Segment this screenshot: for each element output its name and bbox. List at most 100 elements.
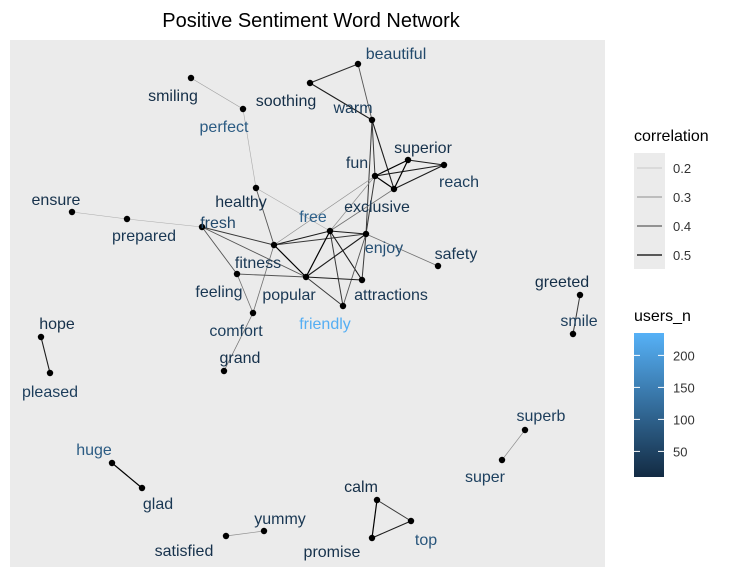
correlation-key-label: 0.2: [673, 161, 691, 176]
chart-title: Positive Sentiment Word Network: [162, 10, 461, 32]
users-n-key-label: 200: [673, 348, 695, 363]
edge-feeling-comfort: [236, 273, 254, 314]
node-top: [407, 517, 415, 525]
node-superior: [404, 156, 412, 164]
edge-fitness-free: [273, 230, 331, 246]
node-fitness: [270, 241, 278, 249]
correlation-legend-items: 0.2 0.3 0.4 0.5: [637, 161, 691, 263]
node-label-comfort: comfort: [209, 323, 263, 340]
node-label-yummy: yummy: [254, 511, 306, 528]
node-label-feeling: feeling: [195, 284, 242, 301]
correlation-legend: correlation 0.2 0.3 0.4 0.5: [634, 128, 709, 269]
edge-superior-reach: [407, 159, 445, 166]
edge-popular-friendly: [305, 276, 344, 307]
users-n-legend: users_n 50 100 150 200: [634, 308, 695, 477]
node-label-smiling: smiling: [148, 88, 198, 105]
node-calm: [373, 496, 381, 504]
edge-perfect-healthy: [242, 108, 257, 189]
node-label-superior: superior: [394, 140, 452, 157]
node-warm: [368, 116, 376, 124]
node-label-top: top: [415, 532, 437, 549]
edge-superb-super: [501, 429, 526, 461]
node-label-friendly: friendly: [299, 316, 351, 333]
node-label-ensure: ensure: [32, 192, 81, 209]
edge-fitness-comfort: [252, 244, 275, 314]
edge-hope-pleased: [40, 336, 51, 374]
edge-soothing-beautiful: [309, 63, 359, 84]
node-label-safety: safety: [435, 246, 478, 263]
edge-warm-fun: [371, 119, 376, 177]
users-n-legend-title: users_n: [634, 308, 691, 325]
node-prepared: [123, 215, 131, 223]
node-superb: [521, 426, 529, 434]
node-feeling: [233, 270, 241, 278]
node-label-attractions: attractions: [354, 287, 428, 304]
labels-layer: beautiful smiling soothing warm perfect super…: [22, 46, 598, 561]
edge-healthy-fitness: [255, 187, 275, 246]
node-label-exclusive: exclusive: [344, 199, 410, 216]
edge-beautiful-warm: [357, 63, 373, 121]
edge-free-enjoy: [329, 230, 367, 235]
edge-free-friendly: [329, 230, 344, 307]
node-friendly: [339, 302, 347, 310]
edge-fresh-popular: [201, 226, 307, 278]
node-pleased: [46, 369, 54, 377]
node-label-fitness: fitness: [235, 255, 281, 272]
node-label-reach: reach: [439, 174, 479, 191]
edge-free-exclusive: [329, 188, 395, 232]
node-perfect: [239, 105, 247, 113]
node-label-healthy: healthy: [215, 194, 267, 211]
edge-fresh-feeling: [201, 226, 238, 275]
node-healthy: [252, 184, 260, 192]
node-satisfied: [222, 532, 230, 540]
node-label-superb: superb: [517, 408, 566, 425]
edge-enjoy-popular: [305, 233, 367, 278]
node-smile: [569, 330, 577, 338]
node-label-huge: huge: [76, 442, 112, 459]
edge-fresh-fitness: [201, 226, 275, 246]
edge-greeted-smile: [572, 294, 581, 335]
node-reach: [440, 161, 448, 169]
node-popular: [302, 273, 310, 281]
node-label-pleased: pleased: [22, 384, 78, 401]
users-n-key-label: 100: [673, 412, 695, 427]
edge-fitness-enjoy: [273, 233, 367, 246]
node-enjoy: [362, 230, 370, 238]
edge-calm-top: [376, 499, 412, 522]
node-promise: [368, 534, 376, 542]
node-free: [326, 227, 334, 235]
edge-fun-reach: [374, 164, 445, 177]
edge-soothing-warm: [309, 82, 373, 121]
users-n-key-label: 150: [673, 380, 695, 395]
edges-layer: [40, 63, 581, 539]
edge-fun-superior: [374, 159, 409, 177]
edge-prepared-fresh: [126, 218, 203, 228]
correlation-legend-key-bg: [634, 153, 665, 269]
edge-superior-exclusive: [393, 159, 409, 190]
correlation-key-label: 0.3: [673, 190, 691, 205]
edge-huge-glad: [111, 462, 143, 489]
edge-enjoy-friendly: [342, 233, 367, 307]
edge-fitness-popular: [273, 244, 307, 278]
node-label-warm: warm: [332, 100, 372, 117]
node-greeted: [576, 291, 584, 299]
node-label-greeted: greeted: [535, 274, 589, 291]
edge-calm-promise: [371, 499, 378, 539]
node-smiling: [187, 74, 195, 82]
node-ensure: [68, 208, 76, 216]
node-exclusive: [390, 185, 398, 193]
nodes-layer: [37, 60, 584, 542]
node-label-soothing: soothing: [256, 93, 317, 110]
edge-fun-fitness: [273, 175, 376, 246]
edge-feeling-popular: [236, 273, 307, 278]
edge-enjoy-attractions: [361, 233, 367, 281]
node-label-glad: glad: [143, 496, 173, 513]
node-safety: [434, 262, 442, 270]
correlation-legend-title: correlation: [634, 128, 709, 145]
users-n-colorbar: [634, 333, 664, 477]
edge-top-promise: [371, 520, 412, 539]
users-n-legend-items: 50 100 150 200: [634, 348, 695, 459]
edge-fun-free: [329, 175, 376, 232]
users-n-key-label: 50: [673, 444, 687, 459]
node-comfort: [249, 309, 257, 317]
